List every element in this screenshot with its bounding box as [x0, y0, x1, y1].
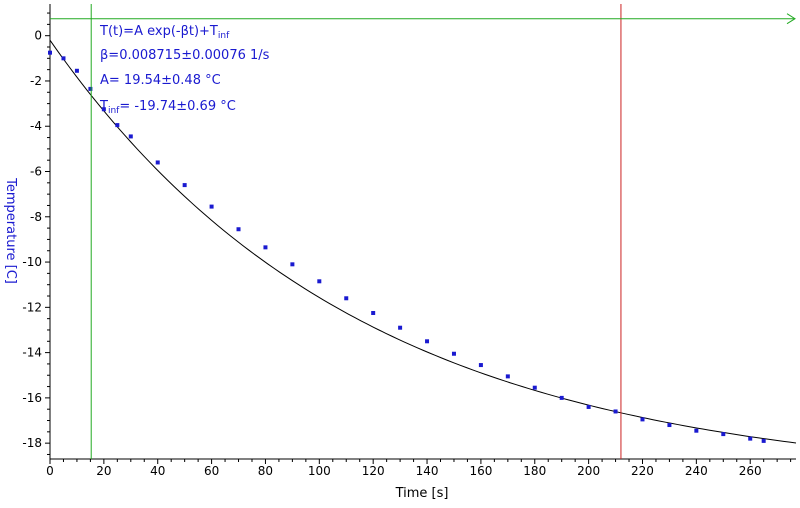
- x-tick-label: 160: [469, 464, 492, 478]
- fit-curve: [49, 39, 797, 444]
- y-tick-label: -16: [22, 391, 42, 405]
- fit-formula-subscript: inf: [218, 31, 230, 41]
- data-point: [128, 134, 133, 139]
- y-tick-label: -14: [22, 346, 42, 360]
- data-point: [748, 436, 753, 441]
- data-series-layer: [48, 50, 766, 443]
- y-tick-label: -4: [30, 119, 42, 133]
- x-tick-label: 40: [150, 464, 165, 478]
- fit-a-label: A= 19.54±0.48 °C: [100, 73, 221, 88]
- data-point: [263, 245, 268, 250]
- data-point: [209, 204, 214, 209]
- data-point: [586, 404, 591, 409]
- data-point: [317, 279, 322, 284]
- data-point: [344, 296, 349, 301]
- data-point: [613, 409, 618, 414]
- data-point: [721, 432, 726, 437]
- x-tick-label: 100: [308, 464, 331, 478]
- fit-beta-label: β=0.008715±0.00076 1/s: [100, 48, 270, 63]
- y-tick-label: -6: [30, 165, 42, 179]
- data-series: [48, 50, 766, 443]
- data-point: [101, 107, 106, 112]
- fit-tinf-value: = -19.74±0.69 °C: [119, 99, 235, 114]
- data-point: [398, 325, 403, 330]
- x-tick-label: 200: [577, 464, 600, 478]
- data-point: [236, 227, 241, 232]
- data-point: [667, 423, 672, 428]
- x-tick-label: 80: [258, 464, 273, 478]
- x-axis-title: Time [s]: [395, 486, 449, 501]
- y-tick-label: -18: [22, 436, 42, 450]
- data-point: [640, 417, 645, 422]
- data-point: [155, 160, 160, 165]
- data-point: [559, 395, 564, 400]
- data-point: [425, 339, 430, 344]
- x-tick-label: 60: [204, 464, 219, 478]
- fit-curve-layer: [49, 39, 797, 444]
- y-axis-title: Temperature [C]: [3, 177, 18, 284]
- x-tick-label: 20: [96, 464, 111, 478]
- data-point: [532, 385, 537, 390]
- data-point: [761, 438, 766, 443]
- x-tick-label: 220: [631, 464, 654, 478]
- fit-formula: T(t)=A exp(-βt)+Tinf: [99, 24, 230, 41]
- data-point: [115, 123, 120, 128]
- y-tick-label: 0: [34, 29, 42, 43]
- data-point: [478, 363, 483, 368]
- y-tick-label: -8: [30, 210, 42, 224]
- x-tick-label: 0: [46, 464, 54, 478]
- y-tick-label: -10: [22, 255, 42, 269]
- fit-tinf-subscript: inf: [108, 106, 120, 116]
- fit-formula-main: T(t)=A exp(-βt)+T: [99, 24, 218, 39]
- cursor-layer[interactable]: [50, 4, 796, 459]
- data-point: [371, 310, 376, 315]
- x-tick-label: 260: [739, 464, 762, 478]
- x-tick-label: 180: [523, 464, 546, 478]
- data-point: [48, 50, 52, 55]
- data-point: [505, 374, 510, 379]
- data-point: [61, 56, 66, 61]
- fit-tinf-label: Tinf= -19.74±0.69 °C: [99, 99, 236, 116]
- fit-annotation: T(t)=A exp(-βt)+Tinf β=0.008715±0.00076 …: [99, 24, 270, 116]
- arrow-right-icon: [786, 13, 796, 25]
- axes: 0 20 40 60 80 100 120 140 160 180 200 220 240 260 0 -2 -…: [22, 4, 796, 478]
- x-tick-label: 120: [362, 464, 385, 478]
- data-point: [451, 351, 456, 356]
- data-point: [290, 262, 295, 267]
- y-tick-label: -12: [22, 300, 42, 314]
- x-tick-label: 240: [685, 464, 708, 478]
- data-point: [74, 68, 79, 73]
- fit-tinf-prefix: T: [99, 99, 108, 114]
- data-point: [182, 183, 187, 188]
- x-tick-label: 140: [416, 464, 439, 478]
- y-tick-label: -2: [30, 74, 42, 88]
- data-point: [88, 86, 93, 91]
- data-point: [694, 428, 699, 433]
